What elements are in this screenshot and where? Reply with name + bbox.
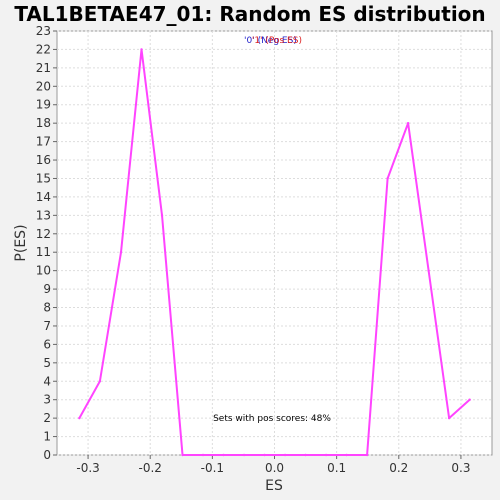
data-point <box>242 453 246 457</box>
x-tick-label: -0.2 <box>139 461 162 475</box>
chart-title: TAL1BETAE47_01: Random ES distribution <box>14 2 485 26</box>
grid <box>57 30 492 456</box>
data-point <box>304 453 307 457</box>
y-tick-label: 6 <box>43 337 51 351</box>
data-point <box>427 269 430 272</box>
legend-entry-pos: '1' (Pos ES) <box>252 36 302 46</box>
x-tick-label: 0.0 <box>265 461 284 475</box>
data-point <box>447 416 451 420</box>
y-tick-label: 3 <box>43 393 51 407</box>
y-tick-label: 23 <box>36 24 51 38</box>
y-tick-label: 18 <box>36 116 51 130</box>
y-tick-label: 19 <box>36 98 51 112</box>
pos-scores-annotation: Sets with pos scores: 48% <box>213 414 331 424</box>
y-tick-label: 20 <box>36 79 51 93</box>
y-tick-label: 5 <box>43 356 51 370</box>
x-tick-label: 0.1 <box>327 461 346 475</box>
y-axis-label: P(ES) <box>13 224 29 261</box>
y-tick-label: 2 <box>43 411 51 425</box>
y-tick-label: 8 <box>43 301 51 315</box>
data-point <box>119 251 123 254</box>
data-point <box>386 177 389 180</box>
y-tick-label: 12 <box>36 227 51 241</box>
y-tick-label: 21 <box>36 61 51 75</box>
data-point <box>201 453 205 457</box>
y-tick-label: 10 <box>36 264 51 278</box>
x-tick-label: 0.3 <box>451 461 470 475</box>
data-point <box>324 453 328 457</box>
y-tick-label: 16 <box>36 153 51 167</box>
x-tick-label: 0.2 <box>389 461 408 475</box>
y-tick-label: 1 <box>43 430 51 444</box>
y-tick-label: 15 <box>36 171 51 185</box>
y-tick-label: 14 <box>36 190 51 204</box>
x-tick-label: -0.3 <box>76 461 99 475</box>
data-point <box>263 453 266 457</box>
data-point <box>140 48 143 51</box>
y-tick-label: 9 <box>43 282 51 296</box>
data-point <box>181 453 184 457</box>
series-group <box>78 48 471 457</box>
data-point <box>78 416 81 420</box>
data-point <box>345 453 348 457</box>
data-point <box>160 214 164 217</box>
y-tick-label: 17 <box>36 135 51 149</box>
y-tick-label: 22 <box>36 42 51 56</box>
y-tick-label: 11 <box>36 245 51 259</box>
data-point <box>365 453 369 457</box>
x-axis-label: ES <box>265 478 283 494</box>
data-point <box>283 453 287 457</box>
y-tick-label: 7 <box>43 319 51 333</box>
data-point <box>406 121 410 125</box>
data-point <box>98 380 102 383</box>
legend-entry-neg: '0' (Neg ES) <box>244 36 297 46</box>
y-tick-label: 4 <box>43 374 51 388</box>
data-point <box>468 398 471 401</box>
y-tick-label: 0 <box>43 448 51 462</box>
legend: '0' (Neg ES)'1' (Pos ES) <box>244 36 302 46</box>
series-line <box>78 48 471 456</box>
y-tick-label: 13 <box>36 208 51 222</box>
data-point <box>222 453 225 457</box>
x-axis-ticks: -0.3 -0.2 -0.1 0.0 0.1 0.2 0.3 <box>76 455 470 475</box>
x-tick-label: -0.1 <box>201 461 224 475</box>
